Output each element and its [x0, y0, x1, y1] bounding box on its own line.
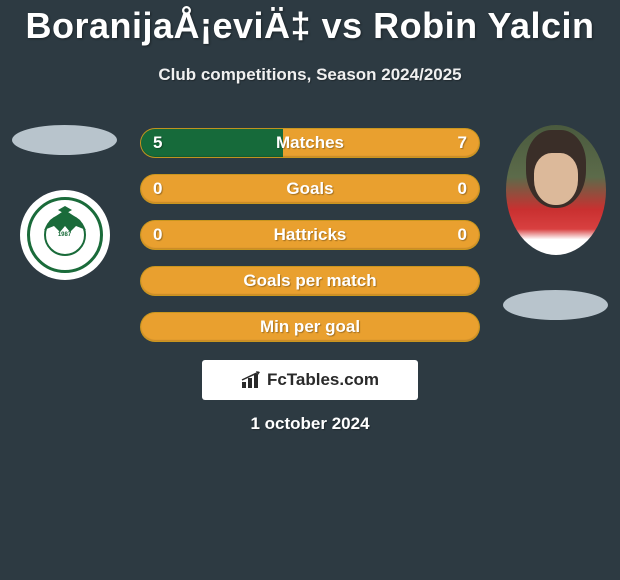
stat-bar-mpg: Min per goal	[140, 312, 480, 342]
stat-bar-hattricks: Hattricks 0 0	[140, 220, 480, 250]
stat-label: Goals per match	[243, 271, 376, 291]
root: BoranijaÅ¡eviÄ‡ vs Robin Yalcin Club com…	[0, 0, 620, 434]
right-player-photo	[506, 125, 606, 255]
brand-badge: FcTables.com	[202, 360, 418, 400]
stat-left-value: 5	[153, 133, 162, 153]
stat-left-value: 0	[153, 179, 162, 199]
stat-label: Goals	[286, 179, 333, 199]
page-title: BoranijaÅ¡eviÄ‡ vs Robin Yalcin	[0, 5, 620, 47]
stat-right-value: 0	[458, 179, 467, 199]
left-team-badge: 1987	[20, 190, 110, 280]
stat-label: Hattricks	[274, 225, 347, 245]
stat-label: Min per goal	[260, 317, 360, 337]
stat-right-value: 7	[458, 133, 467, 153]
page-subtitle: Club competitions, Season 2024/2025	[0, 65, 620, 85]
stat-label: Matches	[276, 133, 344, 153]
left-player-silhouette	[12, 125, 117, 155]
bars-icon	[241, 371, 263, 389]
stat-bar-matches: Matches 5 7	[140, 128, 480, 158]
stat-bar-goals: Goals 0 0	[140, 174, 480, 204]
badge-ring: 1987	[27, 197, 103, 273]
stat-bar-gpm: Goals per match	[140, 266, 480, 296]
comparison-area: 1987 Matches 5 7 Goals 0 0 Hattricks 0 0 Goals pe…	[0, 125, 620, 342]
left-player-column: 1987	[7, 125, 122, 280]
date-text: 1 october 2024	[0, 414, 620, 434]
right-player-column	[498, 125, 613, 320]
photo-face	[534, 153, 578, 205]
stat-bars: Matches 5 7 Goals 0 0 Hattricks 0 0 Goals per mat…	[140, 125, 480, 342]
stat-right-value: 0	[458, 225, 467, 245]
brand-text: FcTables.com	[267, 370, 379, 390]
stat-left-value: 0	[153, 225, 162, 245]
right-player-silhouette	[503, 290, 608, 320]
eagle-icon	[36, 206, 94, 236]
